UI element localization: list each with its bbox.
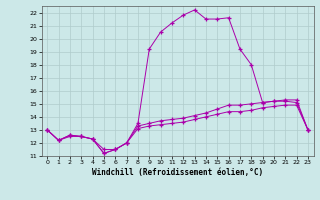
X-axis label: Windchill (Refroidissement éolien,°C): Windchill (Refroidissement éolien,°C): [92, 168, 263, 177]
